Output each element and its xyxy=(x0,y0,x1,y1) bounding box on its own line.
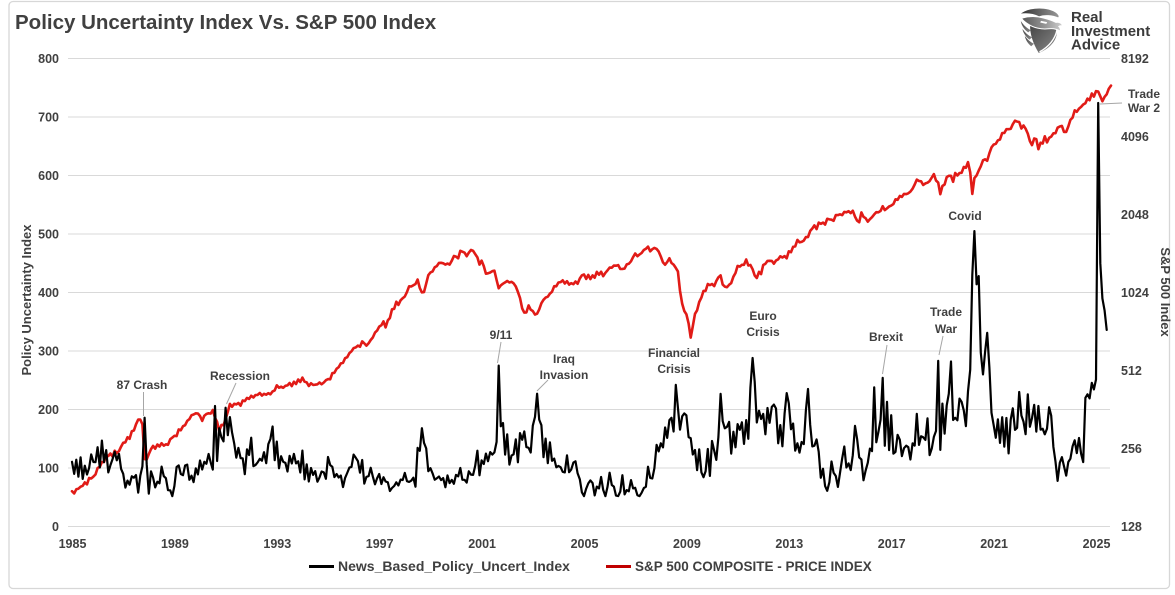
svg-text:1989: 1989 xyxy=(161,537,189,551)
svg-text:1993: 1993 xyxy=(263,537,291,551)
svg-text:S&P 500 COMPOSITE - PRICE INDE: S&P 500 COMPOSITE - PRICE INDEX xyxy=(635,559,872,574)
svg-text:Crisis: Crisis xyxy=(746,325,780,339)
svg-text:2009: 2009 xyxy=(673,537,701,551)
svg-text:2048: 2048 xyxy=(1121,208,1149,222)
svg-text:4096: 4096 xyxy=(1121,130,1149,144)
svg-text:Euro: Euro xyxy=(749,309,776,323)
svg-text:Real: Real xyxy=(1071,9,1103,26)
svg-text:Investment: Investment xyxy=(1071,23,1150,40)
svg-text:Crisis: Crisis xyxy=(657,362,691,376)
svg-text:Policy Uncertainty Index Vs. S: Policy Uncertainty Index Vs. S&P 500 Ind… xyxy=(15,11,437,34)
svg-text:800: 800 xyxy=(38,52,59,66)
svg-text:500: 500 xyxy=(38,228,59,242)
svg-text:256: 256 xyxy=(1121,442,1142,456)
svg-text:Trade: Trade xyxy=(1128,87,1160,101)
svg-text:Recession: Recession xyxy=(210,369,270,383)
svg-text:2001: 2001 xyxy=(468,537,496,551)
svg-text:Advice: Advice xyxy=(1071,37,1120,54)
svg-text:Brexit: Brexit xyxy=(869,330,903,344)
svg-text:Policy Uncertainty Index: Policy Uncertainty Index xyxy=(19,224,34,376)
svg-text:S&P 500 Index: S&P 500 Index xyxy=(1158,247,1173,337)
svg-text:8192: 8192 xyxy=(1121,52,1149,66)
svg-text:2025: 2025 xyxy=(1083,537,1111,551)
svg-text:Iraq: Iraq xyxy=(553,352,575,366)
svg-text:128: 128 xyxy=(1121,520,1142,534)
svg-text:2005: 2005 xyxy=(571,537,599,551)
svg-text:Financial: Financial xyxy=(648,346,700,360)
svg-text:400: 400 xyxy=(38,286,59,300)
svg-text:2013: 2013 xyxy=(775,537,803,551)
svg-text:War: War xyxy=(935,322,958,336)
svg-text:1985: 1985 xyxy=(59,537,87,551)
svg-text:300: 300 xyxy=(38,345,59,359)
svg-text:War 2: War 2 xyxy=(1128,101,1161,115)
svg-text:200: 200 xyxy=(38,403,59,417)
svg-text:9/11: 9/11 xyxy=(490,328,513,342)
svg-text:512: 512 xyxy=(1121,364,1142,378)
svg-text:News_Based_Policy_Uncert_Index: News_Based_Policy_Uncert_Index xyxy=(338,558,570,574)
svg-text:0: 0 xyxy=(52,520,59,534)
svg-text:2017: 2017 xyxy=(878,537,906,551)
svg-text:87 Crash: 87 Crash xyxy=(117,378,168,392)
svg-text:100: 100 xyxy=(38,462,59,476)
svg-text:1024: 1024 xyxy=(1121,286,1149,300)
svg-text:600: 600 xyxy=(38,169,59,183)
svg-text:700: 700 xyxy=(38,111,59,125)
svg-text:Covid: Covid xyxy=(948,209,981,223)
svg-text:Invasion: Invasion xyxy=(540,368,589,382)
svg-text:1997: 1997 xyxy=(366,537,394,551)
svg-text:2021: 2021 xyxy=(980,537,1008,551)
svg-text:Trade: Trade xyxy=(930,305,962,319)
